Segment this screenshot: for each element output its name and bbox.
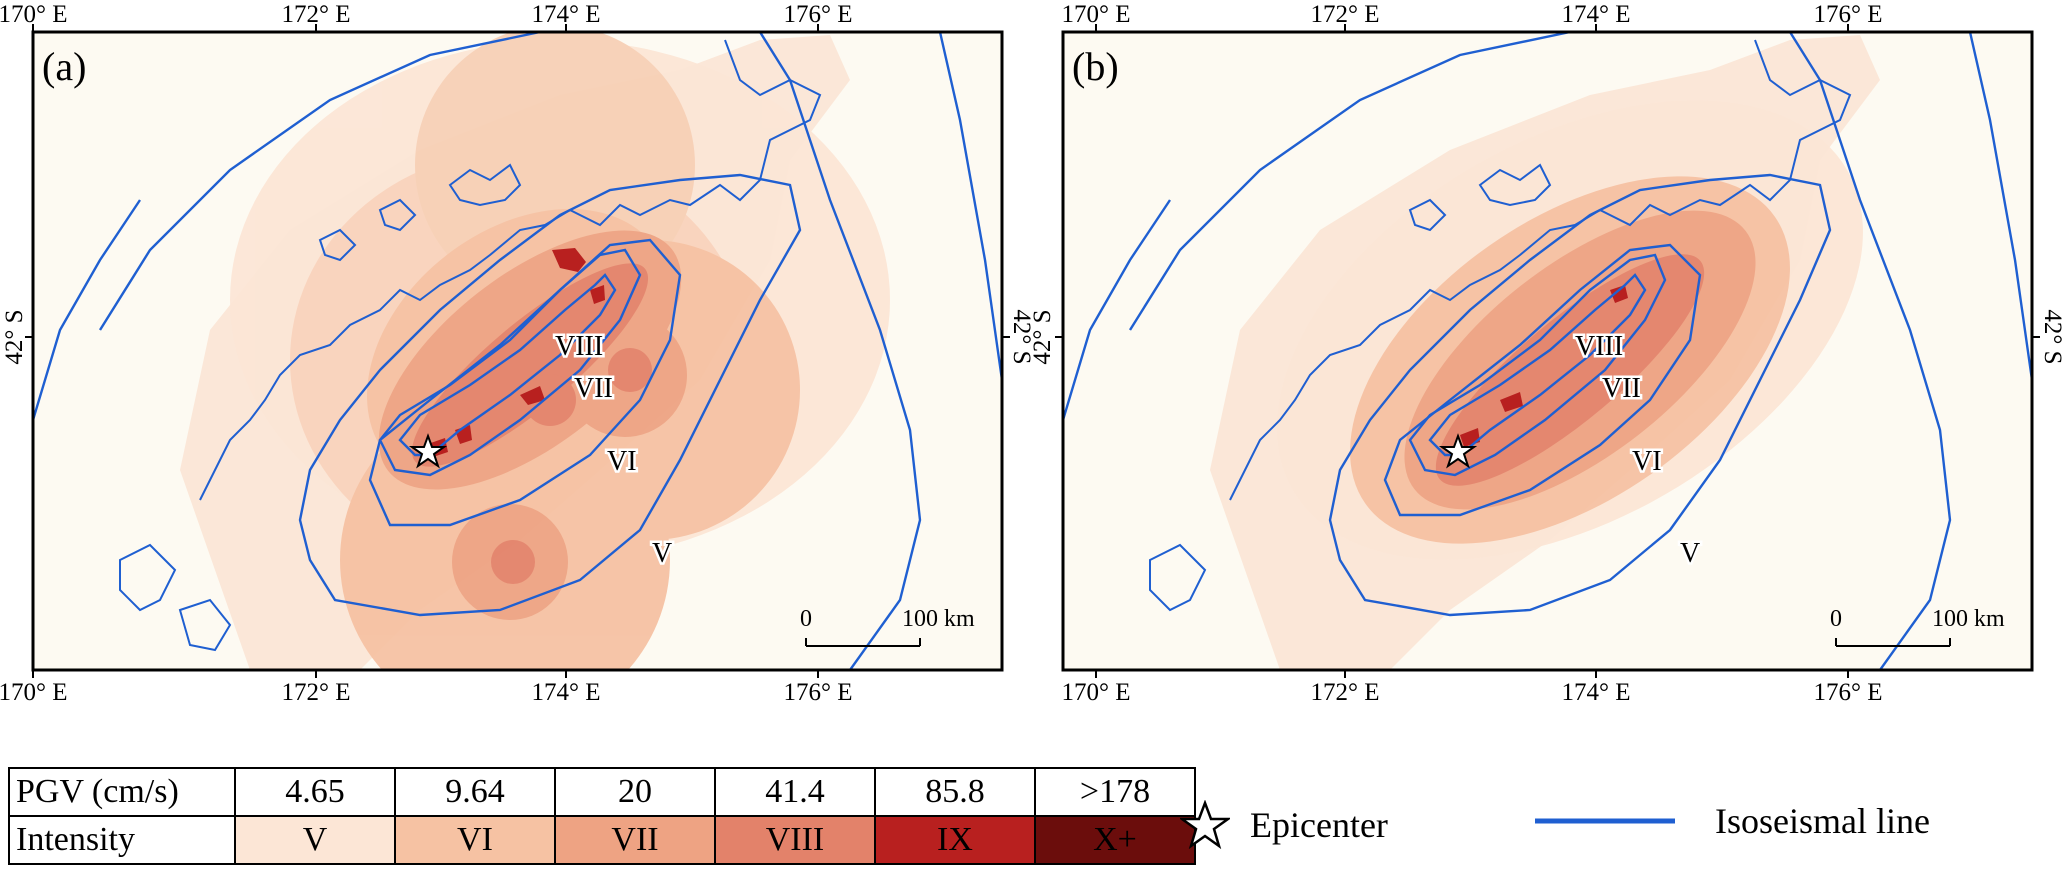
isoseismal-label-vii: VII bbox=[1602, 373, 1641, 404]
legend-epicenter: Epicenter bbox=[1180, 800, 1388, 850]
lon-tick-label: 174° E bbox=[531, 1, 600, 28]
panel-frame bbox=[31, 30, 1004, 672]
lon-tick-label: 174° E bbox=[531, 679, 600, 706]
pgv-header: PGV (cm/s) bbox=[8, 767, 236, 817]
lat-tick-label: 42° S bbox=[2039, 309, 2066, 364]
isoseismal-line-v bbox=[298, 173, 802, 617]
scale-start: 0 bbox=[800, 606, 812, 632]
lon-tick-label: 170° E bbox=[0, 1, 68, 28]
lon-tick-label: 170° E bbox=[1061, 679, 1130, 706]
panel-label: (a) bbox=[42, 44, 86, 89]
scale-end: 100 km bbox=[902, 606, 975, 632]
intensity-swatch-x: X+ bbox=[1034, 815, 1196, 865]
lon-tick-label: 176° E bbox=[1813, 1, 1882, 28]
scale-bar: 0 100 km bbox=[800, 606, 975, 647]
pgv-value: 20 bbox=[554, 767, 716, 817]
lon-tick-label: 170° E bbox=[1061, 1, 1130, 28]
lon-tick-label: 176° E bbox=[783, 1, 852, 28]
lat-tick-label: 42° S bbox=[1, 309, 28, 364]
pgv-value: 85.8 bbox=[874, 767, 1036, 817]
map-figure: VIII VII VI V 0 100 km (a) 170° E 172° E bbox=[0, 1, 2066, 706]
lon-tick-label: 172° E bbox=[281, 679, 350, 706]
pgv-value: 4.65 bbox=[234, 767, 396, 817]
intensity-swatch-ix: IX bbox=[874, 815, 1036, 865]
pgv-value: >178 bbox=[1034, 767, 1196, 817]
pgv-value: 9.64 bbox=[394, 767, 556, 817]
isoseismal-line-vi bbox=[368, 238, 682, 527]
intensity-swatch-vi: VI bbox=[394, 815, 556, 865]
isoseismal-label-v: V bbox=[1680, 538, 1700, 569]
map-panel-a: VIII VII VI V 0 100 km (a) 170° E 172° E bbox=[0, 1, 1035, 706]
isoseismal-lines bbox=[33, 32, 1002, 670]
isoseismal-line-v bbox=[1328, 173, 1832, 617]
legend-epicenter-label: Epicenter bbox=[1250, 805, 1388, 845]
scale-end: 100 km bbox=[1932, 606, 2005, 632]
isoseismal-lines bbox=[1063, 32, 2032, 670]
legend-isoseismal-label: Isoseismal line bbox=[1715, 801, 1930, 841]
lon-tick-label: 172° E bbox=[1310, 1, 1379, 28]
axis-ticks bbox=[25, 24, 1010, 678]
lon-tick-label: 174° E bbox=[1561, 679, 1630, 706]
isoseismal-line-vii bbox=[1408, 253, 1667, 477]
intensity-swatch-v: V bbox=[234, 815, 396, 865]
isoseismal-label-vii: VII bbox=[574, 373, 613, 404]
intensity-row: Intensity V VI VII VIII IX X+ bbox=[8, 815, 1196, 865]
pgv-row: PGV (cm/s) 4.65 9.64 20 41.4 85.8 >178 bbox=[8, 767, 1196, 817]
lon-tick-label: 172° E bbox=[281, 1, 350, 28]
lon-tick-label: 174° E bbox=[1561, 1, 1630, 28]
epicenter-star bbox=[1438, 433, 1478, 469]
isoseismal-line-viii bbox=[398, 273, 617, 457]
isoseismal-label-vi: VI bbox=[607, 446, 637, 477]
axis-ticks bbox=[1055, 24, 2040, 678]
intensity-header: Intensity bbox=[8, 815, 236, 865]
lon-tick-label: 176° E bbox=[1813, 679, 1882, 706]
star-icon bbox=[1180, 800, 1230, 850]
pgv-value: 41.4 bbox=[714, 767, 876, 817]
lon-tick-label: 176° E bbox=[783, 679, 852, 706]
legend-isoseismal: Isoseismal line bbox=[1535, 800, 1930, 842]
scale-start: 0 bbox=[1830, 606, 1842, 632]
panel-frame bbox=[1061, 30, 2034, 672]
lon-tick-label: 170° E bbox=[0, 679, 68, 706]
isoseismal-line-icon bbox=[1535, 818, 1675, 824]
lon-tick-label: 172° E bbox=[1310, 679, 1379, 706]
epicenter-star bbox=[408, 433, 448, 469]
intensity-legend-table: PGV (cm/s) 4.65 9.64 20 41.4 85.8 >178 I… bbox=[8, 767, 1196, 865]
panel-label: (b) bbox=[1072, 44, 1119, 89]
lat-tick-label: 42° S bbox=[1029, 309, 1056, 364]
isoseismal-line-viii bbox=[1428, 273, 1647, 457]
isoseismal-label-viii: VIII bbox=[555, 331, 603, 362]
isoseismal-line-vi bbox=[1383, 243, 1702, 517]
intensity-swatch-viii: VIII bbox=[714, 815, 876, 865]
lat-tick-label: 42° S bbox=[1008, 309, 1035, 364]
isoseismal-label-vi: VI bbox=[1632, 446, 1662, 477]
isoseismal-label-v: V bbox=[652, 538, 672, 569]
scale-bar: 0 100 km bbox=[1830, 606, 2005, 647]
map-panel-b: VIII VII VI V 0 100 km (b) 170° E 172° E… bbox=[1029, 1, 2066, 706]
isoseismal-label-viii: VIII bbox=[1575, 331, 1623, 362]
isoseismal-line-vii bbox=[378, 248, 642, 477]
intensity-swatch-vii: VII bbox=[554, 815, 716, 865]
